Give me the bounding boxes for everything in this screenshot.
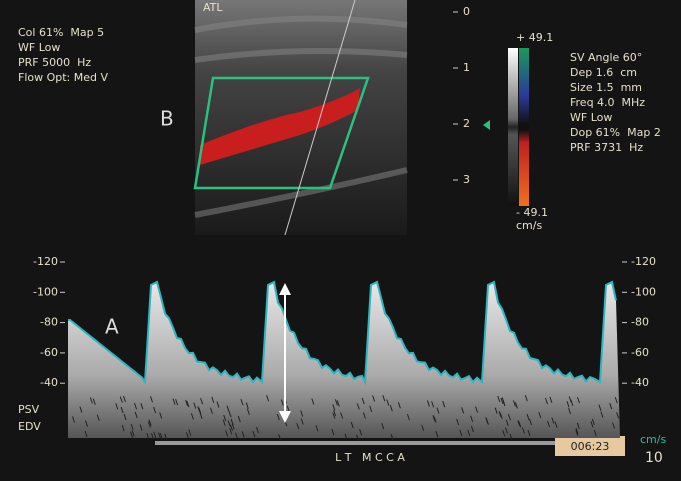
doppler-setting: PRF 3731 Hz — [570, 141, 643, 154]
doppler-setting: Size 1.5 mm — [570, 81, 642, 94]
color-setting: PRF 5000 Hz — [18, 56, 91, 69]
color-bar — [519, 48, 529, 206]
gray-bar — [508, 48, 518, 206]
doppler-setting: SV Angle 60° — [570, 51, 642, 64]
measurement-label: PSV — [18, 403, 40, 416]
velocity-label: -80 — [631, 316, 649, 329]
color-setting: Col 61% Map 5 — [18, 26, 104, 39]
depth-mark: 1 — [463, 61, 470, 74]
doppler-setting: Freq 4.0 MHz — [570, 96, 645, 109]
velocity-label: -60 — [40, 346, 58, 359]
velocity-label: -60 — [631, 346, 649, 359]
sweep: 10 — [645, 450, 663, 466]
doppler-setting: Dep 1.6 cm — [570, 66, 637, 79]
velocity-label: -40 — [40, 376, 58, 389]
depth-mark: 0 — [463, 5, 470, 18]
velocity-label: -100 — [631, 285, 656, 298]
depth-mark: 3 — [463, 173, 470, 186]
color-setting: Flow Opt: Med V — [18, 71, 109, 84]
vessel-label: L T M C C A — [335, 451, 405, 464]
probe-label: ATL — [203, 1, 223, 14]
doppler-setting: WF Low — [570, 111, 612, 124]
measurement-label: EDV — [18, 420, 41, 433]
velocity-label: -120 — [631, 255, 656, 268]
velocity-label: -100 — [33, 285, 58, 298]
velocity-label: -40 — [631, 376, 649, 389]
velocity-label: -80 — [40, 316, 58, 329]
color-setting: WF Low — [18, 41, 60, 54]
timer: 006:23 — [571, 440, 610, 453]
color-scale-bottom: - 49.1 — [516, 206, 548, 219]
doppler-setting: Dop 61% Map 2 — [570, 126, 661, 139]
depth-mark: 2 — [463, 117, 470, 130]
scale-unit: cm/s — [640, 433, 666, 446]
velocity-label: -120 — [33, 255, 58, 268]
panel-label: B — [160, 107, 174, 131]
color-scale-unit: cm/s — [516, 219, 542, 232]
color-scale-top: + 49.1 — [516, 31, 553, 44]
panel-label: A — [105, 315, 119, 339]
